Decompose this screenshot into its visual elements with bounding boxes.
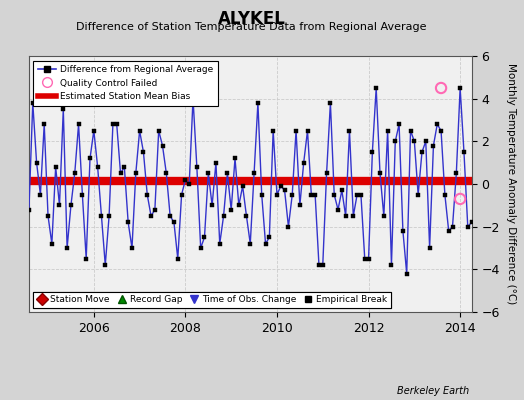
Point (437, 85, 445, 91)
Text: Berkeley Earth: Berkeley Earth (397, 386, 469, 396)
Point (456, 196, 464, 202)
Y-axis label: Monthly Temperature Anomaly Difference (°C): Monthly Temperature Anomaly Difference (… (506, 63, 516, 305)
Text: ALYKEL: ALYKEL (217, 10, 286, 28)
Legend: Station Move, Record Gap, Time of Obs. Change, Empirical Break: Station Move, Record Gap, Time of Obs. C… (34, 292, 391, 308)
Text: Difference of Station Temperature Data from Regional Average: Difference of Station Temperature Data f… (77, 22, 427, 32)
